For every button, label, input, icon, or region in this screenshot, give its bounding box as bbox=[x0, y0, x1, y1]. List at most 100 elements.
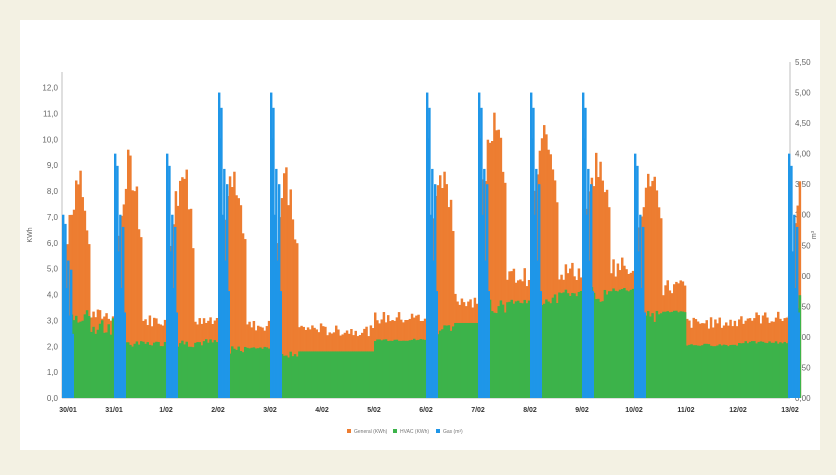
hvac-bar bbox=[781, 343, 784, 398]
hvac-bar bbox=[330, 351, 334, 398]
general-bar bbox=[68, 214, 71, 398]
general-bar bbox=[493, 112, 496, 399]
right-tick-label: 2,50 bbox=[795, 241, 811, 250]
hvac-bar bbox=[146, 342, 149, 398]
hvac-bar bbox=[267, 348, 271, 398]
hvac-bar bbox=[248, 348, 251, 398]
hvac-bar bbox=[328, 351, 331, 398]
hvac-bar bbox=[129, 344, 132, 398]
hvac-bar bbox=[153, 342, 156, 398]
gas-bar bbox=[788, 190, 792, 398]
general-bar bbox=[504, 182, 507, 398]
hvac-bar bbox=[157, 341, 160, 398]
general-bar bbox=[127, 149, 130, 398]
hvac-bar bbox=[205, 339, 208, 398]
general-bar bbox=[137, 229, 141, 398]
gas-bar bbox=[582, 138, 586, 399]
general-bar bbox=[651, 180, 654, 398]
gas-bar bbox=[166, 190, 170, 398]
hvac-bar bbox=[155, 341, 158, 398]
gas-bar bbox=[279, 291, 282, 398]
general-bar bbox=[439, 175, 442, 398]
general-bar bbox=[655, 190, 659, 398]
hvac-bar bbox=[239, 351, 243, 398]
general-bar bbox=[599, 161, 602, 398]
hvac-bar bbox=[774, 341, 778, 398]
hvac-bar bbox=[309, 351, 312, 398]
hvac-bar bbox=[577, 292, 581, 398]
hvac-bar bbox=[740, 343, 743, 398]
hvac-bar bbox=[523, 299, 526, 398]
gas-bar bbox=[642, 226, 645, 398]
hvac-bar bbox=[235, 349, 238, 398]
hvac-bar bbox=[283, 355, 286, 398]
hvac-bar bbox=[393, 339, 396, 398]
hvac-bar bbox=[683, 312, 687, 398]
hvac-bar bbox=[237, 346, 240, 398]
hvac-bar bbox=[410, 339, 414, 398]
gas-bar bbox=[426, 138, 430, 399]
hvac-bar bbox=[402, 340, 405, 398]
hvac-bar bbox=[339, 351, 342, 398]
hvac-bar bbox=[363, 351, 366, 398]
right-tick-label: 0,00 bbox=[795, 394, 811, 403]
hvac-bar bbox=[679, 311, 682, 398]
gas-bar bbox=[484, 260, 487, 398]
general-bar bbox=[185, 169, 188, 398]
general-bar bbox=[285, 167, 288, 398]
hvac-bar bbox=[504, 312, 507, 398]
general-bar bbox=[551, 169, 555, 398]
general-bar bbox=[441, 188, 444, 398]
hvac-bar bbox=[213, 340, 217, 398]
hvac-bar bbox=[81, 320, 84, 398]
hvac-bar bbox=[324, 351, 327, 398]
gas-bar bbox=[169, 251, 173, 398]
gas-bar bbox=[272, 107, 275, 398]
hvac-bar bbox=[280, 354, 284, 398]
general-bar bbox=[183, 178, 186, 398]
general-bar bbox=[289, 189, 292, 398]
general-bar bbox=[447, 207, 451, 398]
general-bar bbox=[545, 134, 548, 398]
hvac-bar bbox=[415, 340, 418, 398]
right-tick-label: 3,50 bbox=[795, 180, 811, 189]
hvac-bar bbox=[467, 322, 470, 398]
hvac-bar bbox=[72, 320, 76, 398]
gas-bar bbox=[175, 312, 178, 398]
x-tick-label: 4/02 bbox=[315, 407, 329, 414]
hvac-bar bbox=[569, 295, 572, 398]
hvac-bar bbox=[465, 322, 468, 398]
hvac-bar bbox=[499, 300, 503, 398]
hvac-bar bbox=[101, 320, 104, 398]
right-tick-label: 5,50 bbox=[795, 58, 811, 67]
hvac-bar bbox=[727, 346, 730, 398]
hvac-bar bbox=[592, 292, 596, 398]
hvac-bar bbox=[521, 303, 524, 398]
hvac-bar bbox=[111, 318, 115, 398]
right-tick-label: 3,00 bbox=[795, 211, 811, 220]
hvac-bar bbox=[384, 339, 388, 398]
hvac-bar bbox=[246, 347, 249, 398]
hvac-bar bbox=[549, 303, 552, 398]
hvac-bar bbox=[660, 313, 663, 398]
general-bar bbox=[436, 185, 440, 398]
gas-bar bbox=[62, 242, 66, 398]
hvac-bar bbox=[244, 346, 247, 398]
general-bar bbox=[133, 191, 136, 398]
gas-bar bbox=[122, 226, 125, 398]
hvac-bar bbox=[770, 342, 773, 398]
hvac-bar bbox=[748, 341, 752, 398]
hvac-bar bbox=[142, 341, 145, 398]
gas-bar bbox=[65, 288, 69, 398]
hvac-bar bbox=[779, 342, 782, 398]
hvac-bar bbox=[729, 344, 732, 398]
right-tick-label: 2,00 bbox=[795, 272, 811, 281]
general-bar bbox=[77, 184, 80, 398]
gas-bar bbox=[70, 269, 73, 398]
hvac-bar bbox=[200, 345, 204, 398]
hvac-bar bbox=[768, 341, 771, 398]
hvac-bar bbox=[508, 301, 511, 398]
hvac-bar bbox=[562, 292, 565, 398]
gas-bar bbox=[227, 291, 230, 398]
hvac-bar bbox=[181, 340, 184, 398]
